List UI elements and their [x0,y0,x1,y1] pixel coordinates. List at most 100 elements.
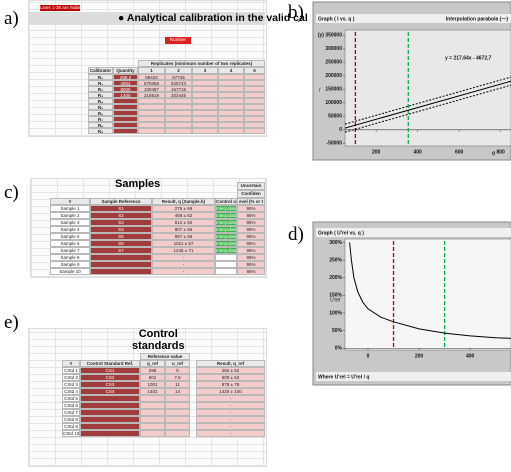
cell: 95% [237,268,265,275]
cell: S5 [90,233,152,240]
chart-title: Graph ( U'rel vs. q ) [318,230,364,236]
empty-cell [140,430,165,437]
empty-cell [192,110,218,116]
empty-cell [192,92,218,98]
header: Result, q_ref [196,360,265,367]
empty-cell [80,395,140,402]
empty-cell [244,122,265,128]
cell: 601 [140,374,165,381]
empty-cell [113,104,138,110]
empty-cell [140,409,165,416]
cell: Sample 6 [50,240,90,247]
sheet-title: Samples [115,178,161,190]
x-tick-label: 400 [413,149,422,155]
cell: CStd 7 [62,409,80,416]
cell: S1 [90,205,152,212]
cell: 57745 [165,74,192,80]
cell: 978 ± 78 [196,381,265,388]
cell: 95% [237,261,265,268]
empty-cell [192,86,218,92]
cell: 468 ± 62 [152,212,215,219]
plot-area [344,29,511,147]
cell: 14 [165,388,190,395]
title-bar [28,12,265,25]
series-line [344,84,511,133]
y-tick-label: 100% [329,310,342,316]
sheet-title: ● Analytical calibration in the valid ca… [118,12,308,24]
empty-cell [113,98,138,104]
y-tick-label: 50% [332,328,343,334]
series-line [344,80,511,129]
empty-cell [192,74,218,80]
cell: - [196,409,265,416]
cell: R₉ [88,128,113,134]
empty-cell [218,98,244,104]
empty-cell [90,254,152,261]
panel-label: c) [4,182,19,203]
cell: R₅ [88,104,113,110]
empty-cell [140,402,165,409]
empty-cell [140,423,165,430]
button[interactable]: Number [165,37,191,44]
empty-cell [140,416,165,423]
empty-cell [244,128,265,134]
cell: Sample 8 [50,254,90,261]
cell: Interpolated [215,240,237,247]
cell: Interpolated [215,212,237,219]
cell: 215919 [138,92,165,98]
header: Result, q (Sample.h) [152,198,215,205]
header: Calibrator [88,67,113,74]
cell: R₈ [88,122,113,128]
cell: 4004 [113,80,138,86]
cell: S3 [90,219,152,226]
title-line: Control [138,328,178,340]
header: 5 [244,67,265,74]
cell: R₆ [88,110,113,116]
panel-label: e) [4,312,19,333]
cell: 7.6 [165,374,190,381]
empty-cell [138,98,165,104]
y-tick-label: (y) 350000 [318,33,342,39]
y-tick-label: 100000 [325,100,342,106]
cell: CStd 2 [62,374,80,381]
cell: 59424 [138,74,165,80]
header: # [62,360,80,367]
empty-cell [165,402,190,409]
cell: - [196,402,265,409]
empty-cell [165,430,190,437]
empty-cell [113,122,138,128]
cell: Interpolated [215,219,237,226]
cell: 95% [237,226,265,233]
y-tick-label: 0 [339,127,342,133]
y-axis-label: I [319,87,321,93]
empty-cell [165,395,190,402]
header: 2 [165,67,192,74]
group-header: Replicates (minimum number of two replic… [138,60,265,67]
empty-cell [138,104,165,110]
empty-cell [218,74,244,80]
cell: 807 ± 66 [152,226,215,233]
header: Quantity [113,67,138,74]
empty-cell [165,104,192,110]
series-line [349,242,511,339]
header: 4 [218,67,244,74]
x-tick-label: 600 [455,149,464,155]
cell: 11 [165,381,190,388]
equation: y = 217,64x - 4672,7 [445,55,492,61]
empty-cell [165,110,192,116]
cell: 95% [237,212,265,219]
empty-cell [80,430,140,437]
empty-cell [218,116,244,122]
empty-cell [244,104,265,110]
cell: S2 [90,212,152,219]
cell: - [196,430,265,437]
empty-cell [113,116,138,122]
empty-cell [218,92,244,98]
cell: 100487 [138,86,165,92]
cell: - [196,423,265,430]
empty-cell [138,116,165,122]
cell: CStd 4 [62,388,80,395]
empty-cell [192,80,218,86]
empty-cell [218,80,244,86]
chart-title-bar [316,228,511,237]
